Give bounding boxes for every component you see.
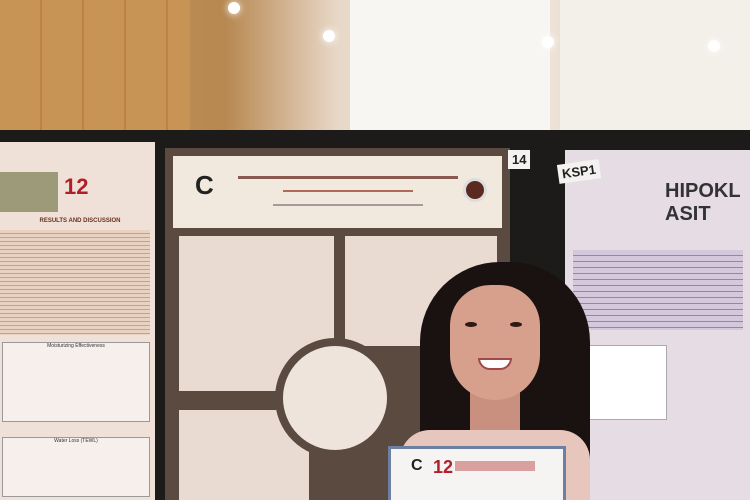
chart-title: Moisturizing Effectiveness xyxy=(47,343,105,349)
poster-title: HIPOKL ASIT xyxy=(665,180,741,226)
person-face xyxy=(450,285,540,400)
body-text xyxy=(573,250,743,330)
logo: C xyxy=(195,170,214,200)
poster-authors xyxy=(283,190,413,192)
left-poster: 12 RESULTS AND DISCUSSION Moisturizing E… xyxy=(0,142,155,500)
ceiling-panel xyxy=(560,0,750,150)
certificate-logo: C xyxy=(411,457,423,474)
university-seal xyxy=(463,178,487,202)
body-text xyxy=(0,230,150,335)
chart-title: Water Loss (TEWL) xyxy=(54,438,98,444)
eye xyxy=(510,322,522,327)
board-number: 14 xyxy=(508,150,531,169)
eye xyxy=(465,322,477,327)
ceiling-light xyxy=(323,30,335,42)
congress-logo-number: 12 xyxy=(64,174,89,199)
ceiling-light xyxy=(708,40,720,52)
poster-affiliation xyxy=(273,204,423,206)
section-heading: RESULTS AND DISCUSSION xyxy=(39,218,121,224)
wood-wall xyxy=(0,0,190,150)
poster-title xyxy=(238,176,458,179)
ceiling-panel xyxy=(350,0,550,140)
certificate-congress-number: 12 xyxy=(433,457,454,477)
ceiling-light xyxy=(228,2,240,14)
congress-banner xyxy=(455,461,535,471)
title-line: ASIT xyxy=(665,203,711,225)
title-line: HIPOKL xyxy=(665,180,741,202)
process-diagram xyxy=(275,338,395,458)
chart-water-loss: Water Loss (TEWL) xyxy=(2,437,150,497)
ceiling-light xyxy=(542,36,554,48)
certificate: C 12 xyxy=(388,446,566,500)
right-poster: HIPOKL ASIT xyxy=(565,150,750,500)
poster-header: C xyxy=(173,156,502,228)
poster-title-box xyxy=(0,172,58,212)
chart-moisturizing: Moisturizing Effectiveness xyxy=(2,342,150,422)
